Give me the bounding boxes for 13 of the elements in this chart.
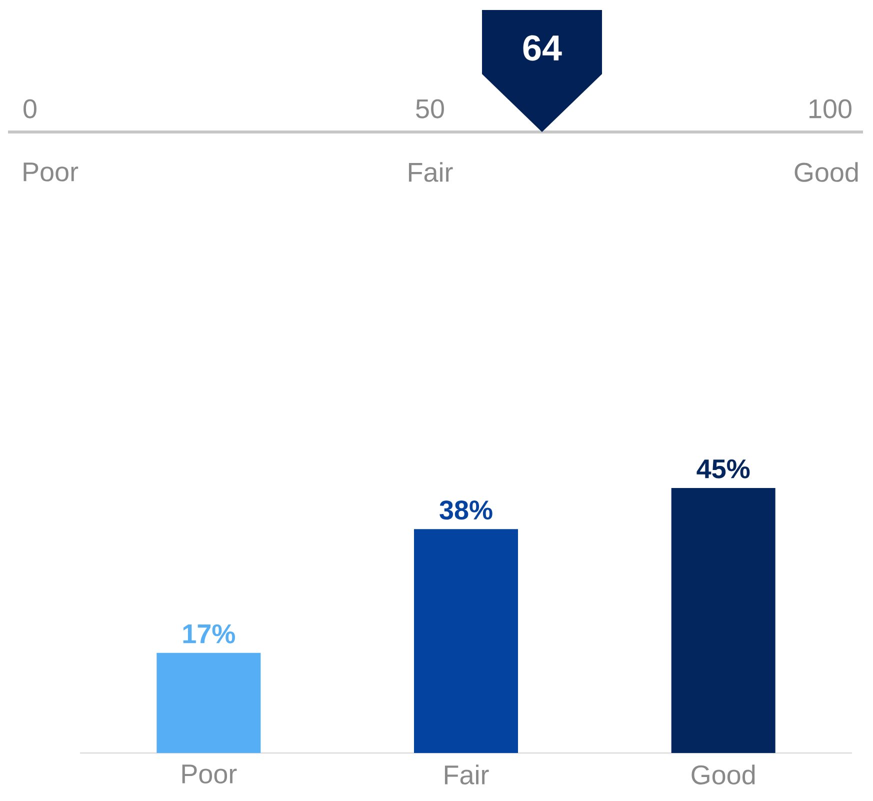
text: Good — [794, 162, 858, 182]
text: 50 — [416, 99, 444, 118]
text: 100 — [810, 99, 852, 118]
text: 0 — [24, 99, 36, 118]
x-tick-label: Good — [692, 764, 755, 784]
text: Poor — [24, 162, 78, 182]
x-tick-label: Fair — [444, 764, 489, 784]
x-tick-label: Poor — [182, 764, 237, 784]
data-label: 38% — [440, 500, 492, 520]
data-label: 45% — [696, 459, 750, 478]
data-label: 17% — [183, 624, 235, 644]
data-label: 64 — [523, 35, 562, 61]
text: Fair — [408, 162, 453, 182]
